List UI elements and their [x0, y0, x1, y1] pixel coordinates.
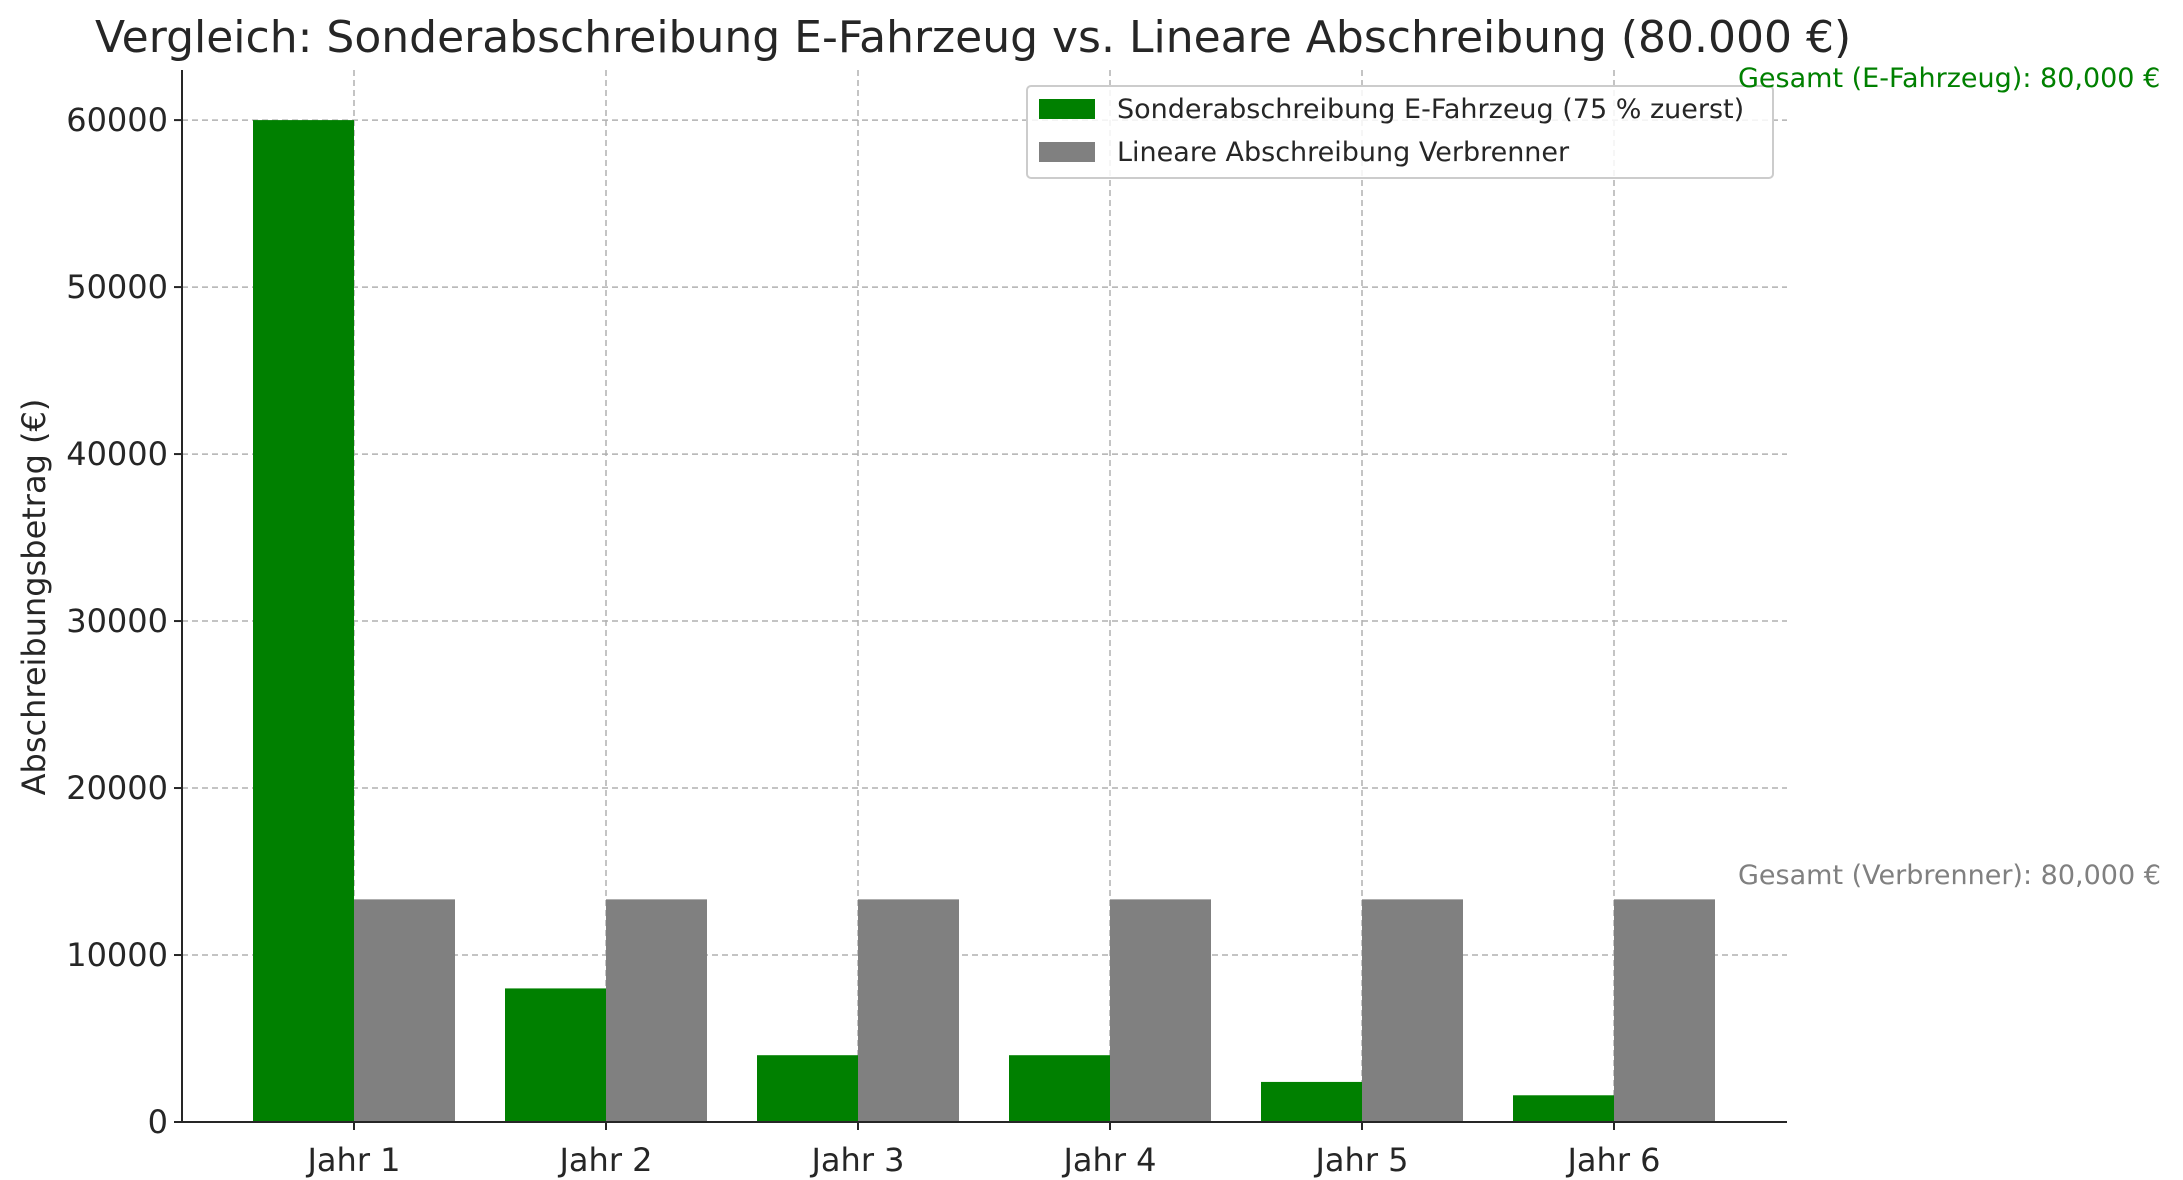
y-tick-label: 50000 — [66, 268, 168, 306]
bar-sonderabschreibung-1 — [253, 120, 354, 1123]
total-annotation: Gesamt (Verbrenner): 80,000 € — [1738, 860, 2161, 891]
x-tick-label: Jahr 4 — [1061, 1141, 1156, 1179]
bar-linear-2 — [606, 899, 707, 1122]
bar-linear-4 — [1110, 899, 1211, 1122]
legend-label: Lineare Abschreibung Verbrenner — [1117, 137, 1570, 168]
y-tick-label: 40000 — [66, 435, 168, 473]
bar-sonderabschreibung-6 — [1513, 1095, 1614, 1122]
x-tick-label: Jahr 6 — [1565, 1141, 1660, 1179]
bar-sonderabschreibung-2 — [505, 988, 606, 1122]
axes — [181, 70, 1787, 1123]
legend-box — [1026, 85, 1774, 179]
y-tick-label: 30000 — [66, 602, 168, 640]
x-tick-labels: Jahr 1 Jahr 2 Jahr 3 Jahr 4 Jahr 5 Jahr 6 — [305, 1122, 1661, 1179]
legend-label: Sonderabschreibung E-Fahrzeug (75 % zuer… — [1117, 94, 1744, 125]
y-tick-labels: 0 10000 20000 30000 40000 50000 60000 — [66, 101, 182, 1141]
bar-sonderabschreibung-4 — [1009, 1055, 1110, 1122]
annotations: Gesamt (E-Fahrzeug): 80,000 € Gesamt (Ver… — [1738, 63, 2161, 891]
x-tick-label: Jahr 2 — [557, 1141, 652, 1179]
x-tick-label: Jahr 1 — [305, 1141, 400, 1179]
total-annotation: Gesamt (E-Fahrzeug): 80,000 € — [1738, 63, 2160, 94]
y-axis-label: Abschreibungsbetrag (€) — [15, 399, 53, 796]
y-tick-label: 20000 — [66, 769, 168, 807]
bar-linear-5 — [1362, 899, 1463, 1122]
bar-linear-6 — [1614, 899, 1715, 1122]
x-tick-label: Jahr 5 — [1313, 1141, 1408, 1179]
legend: Sonderabschreibung E-Fahrzeug (75 % zuer… — [1026, 85, 1774, 179]
bar-linear-1 — [354, 899, 455, 1122]
bar-linear-3 — [858, 899, 959, 1122]
bar-sonderabschreibung-5 — [1261, 1081, 1362, 1122]
y-tick-label: 0 — [148, 1103, 168, 1141]
bar-sonderabschreibung-3 — [757, 1055, 858, 1122]
bars — [253, 120, 1715, 1123]
chart-title: Vergleich: Sonderabschreibung E-Fahrzeug… — [95, 12, 1851, 63]
x-tick-label: Jahr 3 — [809, 1141, 904, 1179]
legend-swatch — [1039, 142, 1095, 162]
y-tick-label: 10000 — [66, 936, 168, 974]
legend-swatch — [1039, 99, 1095, 119]
y-tick-label: 60000 — [66, 101, 168, 139]
